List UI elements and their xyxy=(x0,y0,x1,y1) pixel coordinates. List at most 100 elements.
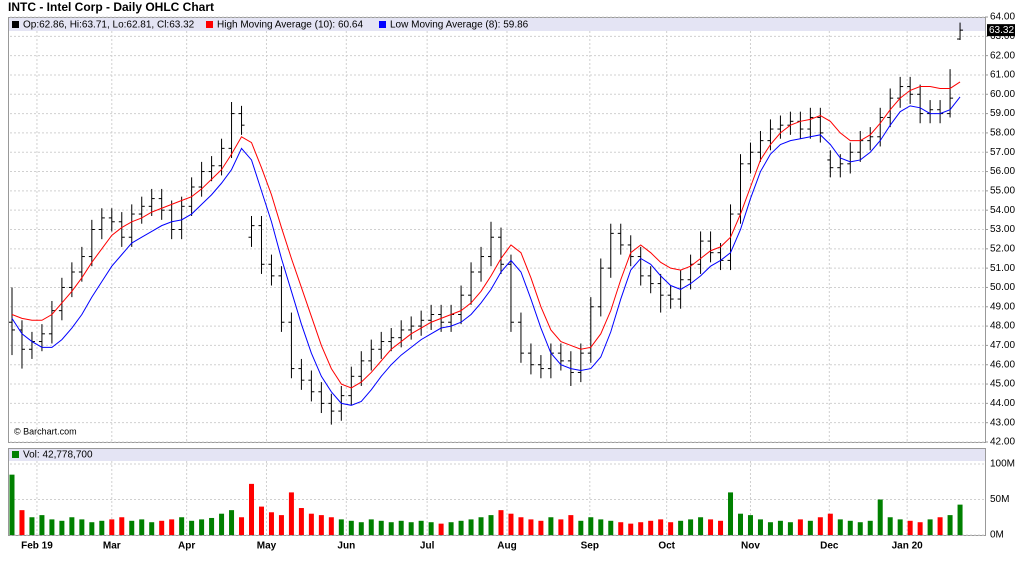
volume-bar xyxy=(169,519,175,535)
x-tick-label: Nov xyxy=(741,541,760,552)
volume-bar xyxy=(378,520,384,535)
legend-band xyxy=(9,18,985,31)
volume-bar xyxy=(229,510,235,535)
volume-bar xyxy=(757,519,763,535)
volume-bar xyxy=(857,522,863,535)
x-tick-label: Mar xyxy=(103,541,121,552)
watermark: © Barchart.com xyxy=(14,426,77,436)
volume-bar xyxy=(747,515,753,535)
volume-bar xyxy=(388,522,394,535)
volume-bar xyxy=(807,520,813,535)
y-tick-label: 52.00 xyxy=(990,243,1015,254)
volume-bar xyxy=(678,520,684,535)
volume-bar xyxy=(278,515,284,535)
y-tick-label: 45.00 xyxy=(990,379,1015,390)
x-tick-label: May xyxy=(257,541,277,552)
legend-swatch xyxy=(12,21,19,28)
volume-bar xyxy=(588,517,594,535)
x-tick-label: Jan 20 xyxy=(892,541,924,552)
volume-bar xyxy=(119,517,125,535)
volume-bar xyxy=(29,517,35,535)
volume-bar xyxy=(937,517,943,535)
volume-bar xyxy=(358,522,364,535)
last-price-box xyxy=(987,24,1015,37)
x-tick-label: Aug xyxy=(497,541,516,552)
volume-bar xyxy=(558,519,564,535)
volume-bar xyxy=(897,519,903,535)
volume-bar xyxy=(398,520,404,535)
y-tick-label: 59.00 xyxy=(990,108,1015,119)
volume-bar xyxy=(308,513,314,535)
volume-bar xyxy=(458,520,464,535)
volume-bar xyxy=(628,523,634,535)
volume-bar xyxy=(947,515,953,535)
y-tick-label: 47.00 xyxy=(990,340,1015,351)
y-tick-label: 49.00 xyxy=(990,301,1015,312)
x-tick-label: Apr xyxy=(178,541,195,552)
volume-bar xyxy=(578,520,584,535)
y-tick-label: 53.00 xyxy=(990,224,1015,235)
volume-bar xyxy=(518,517,524,535)
volume-bar xyxy=(448,522,454,535)
volume-bar xyxy=(827,513,833,535)
y-tick-label: 50M xyxy=(990,494,1009,505)
y-tick-label: 43.00 xyxy=(990,417,1015,428)
volume-bar xyxy=(638,522,644,535)
last-price-label: 63.32 xyxy=(989,25,1014,36)
x-tick-label: Jun xyxy=(337,541,355,552)
volume-bar xyxy=(777,520,783,535)
volume-bar xyxy=(418,520,424,535)
x-tick-label: Feb 19 xyxy=(21,541,53,552)
volume-bar xyxy=(368,519,374,535)
volume-bar xyxy=(249,483,255,535)
y-tick-label: 54.00 xyxy=(990,205,1015,216)
volume-bar xyxy=(199,519,205,535)
volume-bar xyxy=(608,520,614,535)
volume-bar xyxy=(428,522,434,535)
volume-bar xyxy=(39,515,45,535)
volume-bar xyxy=(658,519,664,535)
volume-bar xyxy=(488,515,494,535)
volume-bar xyxy=(887,517,893,535)
y-tick-label: 56.00 xyxy=(990,166,1015,177)
volume-bar xyxy=(877,499,883,535)
volume-bar xyxy=(618,522,624,535)
volume-bar xyxy=(797,519,803,535)
volume-bar xyxy=(268,512,274,535)
volume-bar xyxy=(328,517,334,535)
volume-bar xyxy=(738,513,744,535)
volume-bar xyxy=(99,520,105,535)
volume-bar xyxy=(478,517,484,535)
volume-bar xyxy=(438,523,444,535)
volume-bar xyxy=(9,474,15,535)
legend-label: Low Moving Average (8): 59.86 xyxy=(390,20,529,31)
volume-bar xyxy=(698,517,704,535)
volume-bar xyxy=(59,520,65,535)
volume-bar xyxy=(498,510,504,535)
volume-bar xyxy=(149,522,155,535)
y-tick-label: 44.00 xyxy=(990,398,1015,409)
y-tick-label: 50.00 xyxy=(990,282,1015,293)
volume-bar xyxy=(139,519,145,535)
volume-label: Vol: 42,778,700 xyxy=(23,450,93,461)
y-tick-label: 63.00 xyxy=(990,31,1015,42)
legend-label: Op:62.86, Hi:63.71, Lo:62.81, Cl:63.32 xyxy=(23,20,195,31)
y-tick-label: 42.00 xyxy=(990,437,1015,448)
x-tick-label: Oct xyxy=(658,541,675,552)
x-tick-label: Jul xyxy=(420,541,435,552)
y-tick-label: 58.00 xyxy=(990,128,1015,139)
volume-bar xyxy=(69,517,75,535)
moving-average-line xyxy=(11,81,961,389)
volume-bar xyxy=(129,520,135,535)
volume-bar xyxy=(668,522,674,535)
volume-bar xyxy=(957,504,963,535)
y-tick-label: 64.00 xyxy=(990,12,1015,23)
y-tick-label: 60.00 xyxy=(990,89,1015,100)
y-tick-label: 100M xyxy=(990,459,1015,470)
volume-bar xyxy=(338,519,344,535)
volume-bar xyxy=(718,520,724,535)
volume-bar xyxy=(109,519,115,535)
volume-bar xyxy=(19,510,25,535)
volume-bar xyxy=(288,492,294,535)
